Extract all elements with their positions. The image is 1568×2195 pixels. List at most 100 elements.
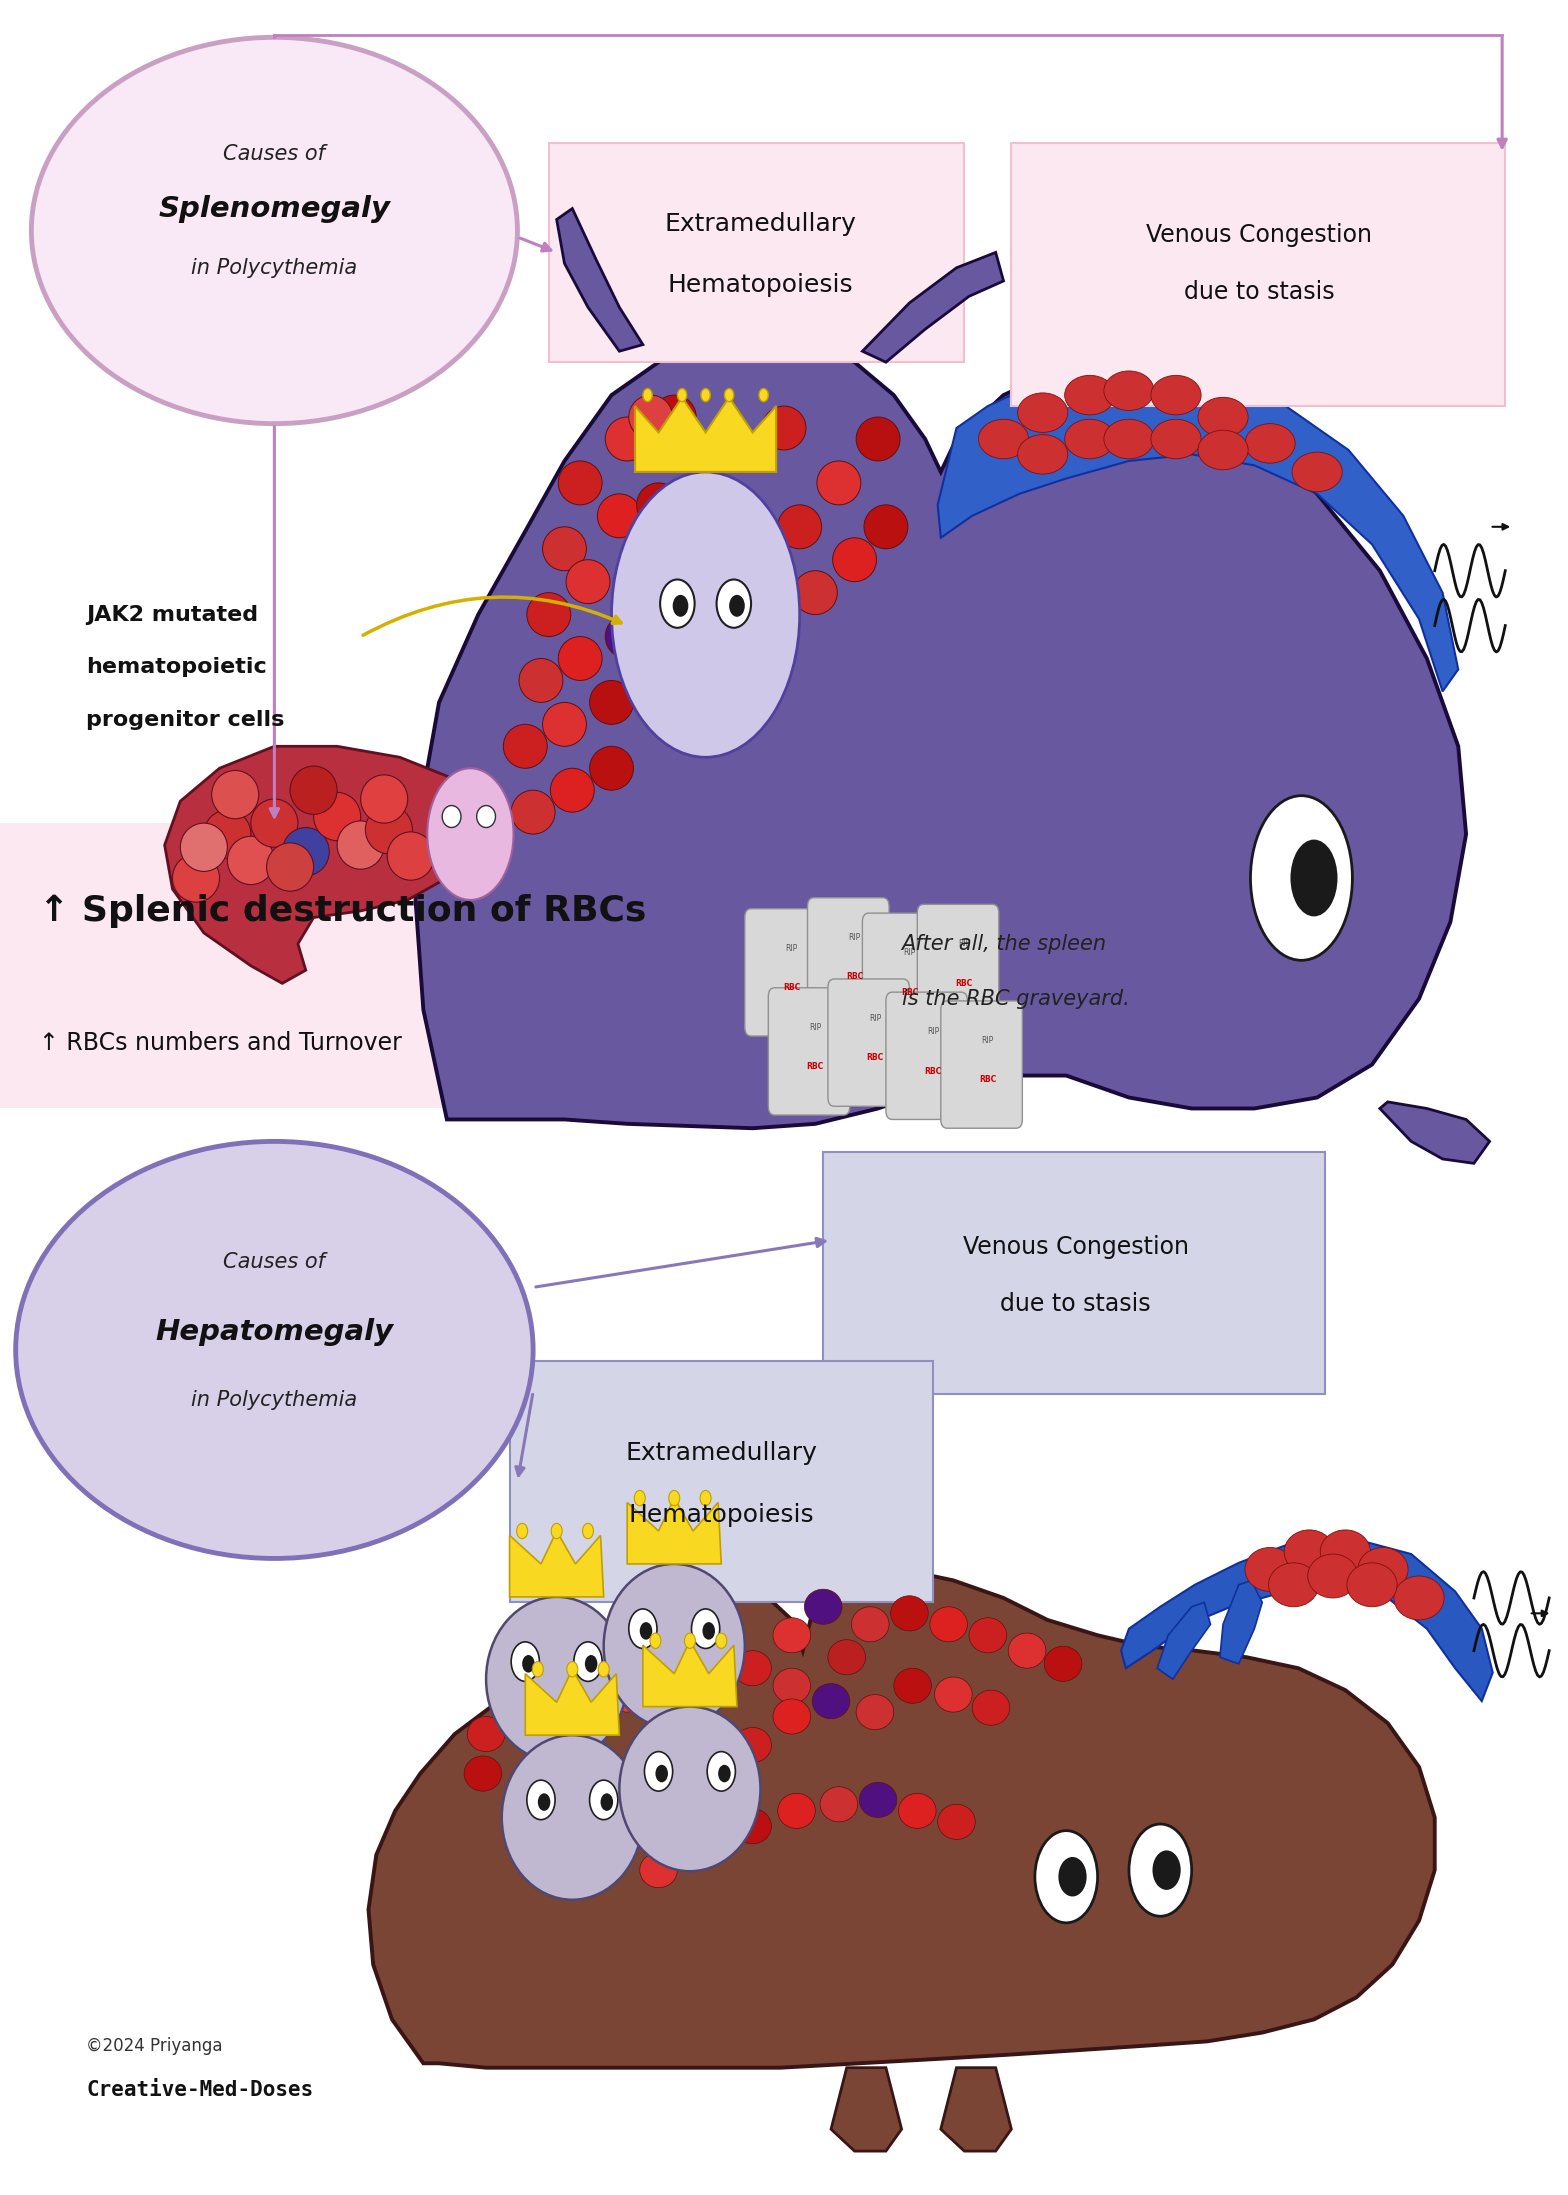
Text: RBC: RBC: [978, 1076, 997, 1084]
Ellipse shape: [655, 1765, 668, 1782]
Text: RBC: RBC: [955, 979, 974, 988]
Text: Hepatomegaly: Hepatomegaly: [155, 1319, 394, 1346]
Text: RIP: RIP: [848, 933, 861, 942]
FancyBboxPatch shape: [917, 904, 999, 1032]
Ellipse shape: [464, 1756, 502, 1791]
Ellipse shape: [629, 395, 673, 439]
Text: RIP: RIP: [927, 1027, 939, 1036]
Ellipse shape: [864, 505, 908, 549]
Ellipse shape: [668, 1490, 681, 1506]
Ellipse shape: [566, 560, 610, 604]
Ellipse shape: [532, 1662, 543, 1677]
Ellipse shape: [361, 775, 408, 823]
Ellipse shape: [582, 1523, 593, 1539]
Ellipse shape: [1058, 1857, 1087, 1896]
Ellipse shape: [1269, 1563, 1319, 1607]
Ellipse shape: [820, 1787, 858, 1822]
Ellipse shape: [856, 417, 900, 461]
Ellipse shape: [621, 538, 665, 582]
Ellipse shape: [1347, 1563, 1397, 1607]
Ellipse shape: [516, 1523, 527, 1539]
FancyBboxPatch shape: [549, 143, 964, 362]
Ellipse shape: [527, 593, 571, 637]
FancyBboxPatch shape: [862, 913, 944, 1040]
Ellipse shape: [898, 1793, 936, 1828]
Ellipse shape: [503, 724, 547, 768]
Ellipse shape: [894, 1668, 931, 1703]
Ellipse shape: [314, 792, 361, 841]
Polygon shape: [831, 2068, 902, 2151]
Polygon shape: [416, 334, 1466, 1128]
Ellipse shape: [619, 1708, 760, 1870]
Text: in Polycythemia: in Polycythemia: [191, 1389, 358, 1411]
Ellipse shape: [724, 389, 734, 402]
Ellipse shape: [644, 1752, 673, 1791]
Ellipse shape: [828, 1640, 866, 1675]
FancyBboxPatch shape: [510, 1361, 933, 1602]
Ellipse shape: [1129, 1824, 1192, 1916]
Ellipse shape: [643, 389, 652, 402]
Polygon shape: [525, 1668, 619, 1734]
Ellipse shape: [511, 790, 555, 834]
Ellipse shape: [734, 1651, 771, 1686]
Ellipse shape: [673, 595, 688, 617]
Ellipse shape: [558, 461, 602, 505]
Polygon shape: [1380, 1102, 1490, 1163]
Polygon shape: [627, 1497, 721, 1563]
Ellipse shape: [734, 1727, 771, 1763]
Ellipse shape: [227, 836, 274, 885]
Ellipse shape: [601, 1793, 613, 1811]
FancyBboxPatch shape: [745, 909, 826, 1036]
Ellipse shape: [930, 1607, 967, 1642]
Polygon shape: [938, 362, 1458, 691]
Text: RIP: RIP: [869, 1014, 881, 1023]
Text: in Polycythemia: in Polycythemia: [191, 257, 358, 279]
Ellipse shape: [426, 768, 513, 900]
Ellipse shape: [442, 806, 461, 828]
Ellipse shape: [282, 828, 329, 876]
Ellipse shape: [1308, 1554, 1358, 1598]
Ellipse shape: [891, 1596, 928, 1631]
Ellipse shape: [773, 1668, 811, 1703]
Ellipse shape: [687, 1826, 724, 1861]
Ellipse shape: [1320, 1530, 1370, 1574]
Text: Hematopoiesis: Hematopoiesis: [668, 274, 853, 296]
Polygon shape: [557, 209, 643, 351]
Ellipse shape: [699, 1490, 712, 1506]
Ellipse shape: [1018, 435, 1068, 474]
Text: Extramedullary: Extramedullary: [665, 213, 856, 235]
Text: JAK2 mutated: JAK2 mutated: [86, 604, 259, 626]
Ellipse shape: [605, 417, 649, 461]
FancyBboxPatch shape: [941, 1001, 1022, 1128]
Ellipse shape: [773, 1618, 811, 1653]
Ellipse shape: [1018, 393, 1068, 432]
Ellipse shape: [804, 1589, 842, 1624]
Ellipse shape: [778, 1793, 815, 1828]
Text: RIP: RIP: [809, 1023, 822, 1032]
Polygon shape: [941, 2068, 1011, 2151]
Ellipse shape: [718, 1765, 731, 1782]
Text: Causes of: Causes of: [223, 1251, 326, 1273]
Ellipse shape: [1292, 452, 1342, 492]
Ellipse shape: [522, 1655, 535, 1673]
Text: RIP: RIP: [903, 948, 916, 957]
Ellipse shape: [778, 505, 822, 549]
Ellipse shape: [1104, 371, 1154, 410]
Ellipse shape: [640, 1853, 677, 1888]
Text: Creative-Med-Doses: Creative-Med-Doses: [86, 2079, 314, 2101]
Text: due to stasis: due to stasis: [1000, 1293, 1151, 1315]
Text: Venous Congestion: Venous Congestion: [1146, 224, 1372, 246]
FancyBboxPatch shape: [768, 988, 850, 1115]
Ellipse shape: [387, 832, 434, 880]
Ellipse shape: [566, 1662, 577, 1677]
Ellipse shape: [590, 680, 633, 724]
Text: ©2024 Priyanga: ©2024 Priyanga: [86, 2037, 223, 2055]
Ellipse shape: [691, 1609, 720, 1648]
Polygon shape: [1157, 1602, 1210, 1679]
Ellipse shape: [978, 419, 1029, 459]
Polygon shape: [368, 1569, 1435, 2068]
Ellipse shape: [652, 395, 696, 439]
Ellipse shape: [856, 1695, 894, 1730]
Ellipse shape: [574, 1642, 602, 1681]
Polygon shape: [635, 397, 776, 472]
